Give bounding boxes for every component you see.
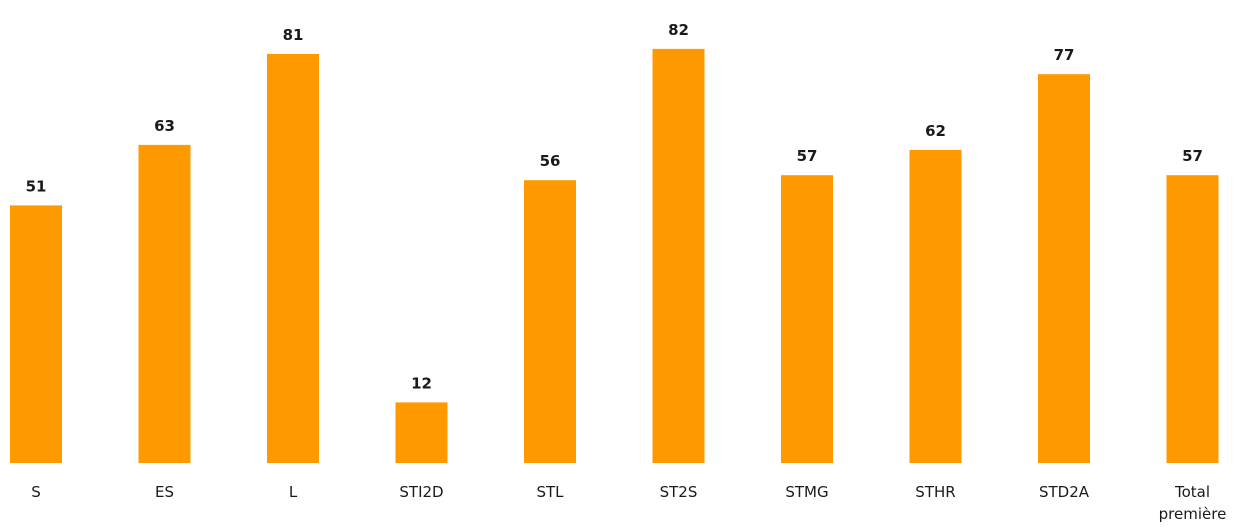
value-label-st2s: 82: [668, 21, 689, 39]
bar-std2a: [1038, 74, 1090, 463]
bar-sti2d: [395, 402, 448, 463]
category-label-s: S: [31, 483, 41, 501]
category-label-stl: STL: [536, 483, 564, 501]
value-label-l: 81: [283, 26, 304, 44]
value-label-sti2d: 12: [411, 374, 432, 392]
value-label-std2a: 77: [1054, 46, 1075, 64]
bar-stmg: [781, 175, 833, 463]
bar-st2s: [652, 48, 705, 464]
value-label-total-premi-re: 57: [1182, 147, 1203, 165]
category-label-sthr: STHR: [915, 483, 955, 501]
value-label-sthr: 62: [925, 122, 946, 140]
category-label-l: L: [289, 483, 298, 501]
bar-s: [10, 205, 62, 463]
category-label-stmg: STMG: [785, 483, 828, 501]
bar-sthr: [909, 149, 962, 463]
category-label-sti2d: STI2D: [399, 483, 443, 501]
bars-group: [10, 48, 1219, 464]
bar-l: [267, 53, 319, 464]
value-labels-group: 51 63 81 12 56 82 57 62 77 57: [26, 21, 1203, 392]
value-label-stmg: 57: [797, 147, 818, 165]
bar-total-premi-re: [1166, 175, 1219, 463]
category-labels-group: S ES L STI2D STL ST2S STMG STHR STD2A Total premiè…: [31, 483, 1226, 523]
value-label-s: 51: [26, 177, 47, 195]
value-label-stl: 56: [540, 152, 561, 170]
bar-es: [138, 144, 191, 463]
bar-stl: [524, 180, 576, 463]
category-label-std2a: STD2A: [1039, 483, 1090, 501]
category-label-total-premi-re: Total première: [1159, 483, 1227, 523]
category-label-es: ES: [155, 483, 174, 501]
category-label-st2s: ST2S: [660, 483, 698, 501]
value-label-es: 63: [154, 117, 175, 135]
